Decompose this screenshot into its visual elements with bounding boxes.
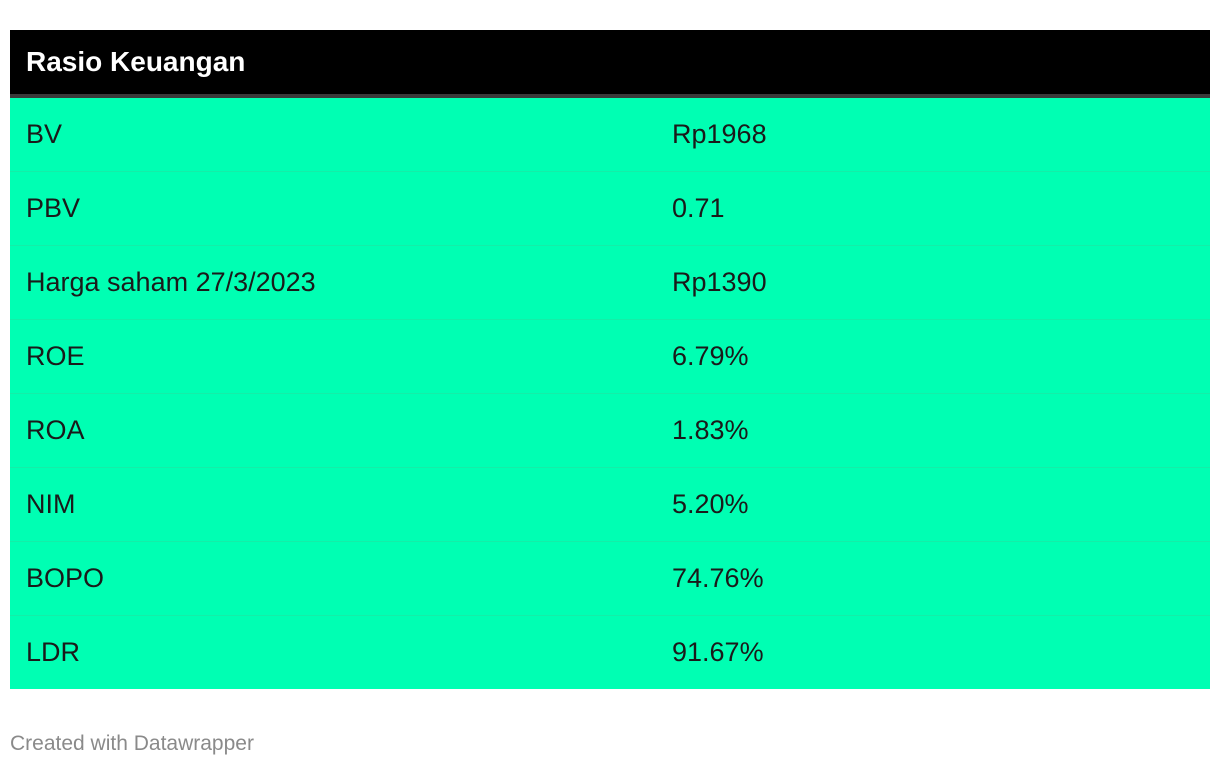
row-label: BOPO <box>26 563 105 593</box>
table-row: ROE 6.79% <box>10 320 1210 394</box>
table-row: LDR 91.67% <box>10 616 1210 689</box>
row-label: NIM <box>26 489 76 519</box>
row-value: 1.83% <box>672 415 749 445</box>
table-row: BOPO 74.76% <box>10 542 1210 616</box>
row-value: Rp1968 <box>672 119 767 149</box>
row-label: ROA <box>26 415 85 445</box>
row-value: Rp1390 <box>672 267 767 297</box>
table-row: ROA 1.83% <box>10 394 1210 468</box>
table-body: BV Rp1968 PBV 0.71 Harga saham 27/3/2023 Rp13… <box>10 98 1210 689</box>
row-label: BV <box>26 119 63 149</box>
row-value: 91.67% <box>672 637 764 667</box>
row-label: LDR <box>26 637 81 667</box>
row-label: ROE <box>26 341 85 371</box>
row-label: PBV <box>26 193 81 223</box>
row-value: 74.76% <box>672 563 764 593</box>
row-value: 5.20% <box>672 489 749 519</box>
row-value: 0.71 <box>672 193 725 223</box>
table-row: Harga saham 27/3/2023 Rp1390 <box>10 246 1210 320</box>
table-row: NIM 5.20% <box>10 468 1210 542</box>
table-row: BV Rp1968 <box>10 98 1210 172</box>
row-label: Harga saham 27/3/2023 <box>26 267 316 297</box>
row-value: 6.79% <box>672 341 749 371</box>
financial-ratio-table: Rasio Keuangan BV Rp1968 PBV 0.71 Harga saha… <box>10 30 1210 689</box>
table-header-label: Rasio Keuangan <box>26 46 246 77</box>
table-header: Rasio Keuangan <box>10 30 1210 98</box>
table-row: PBV 0.71 <box>10 172 1210 246</box>
footer-credit: Created with Datawrapper <box>10 732 254 755</box>
